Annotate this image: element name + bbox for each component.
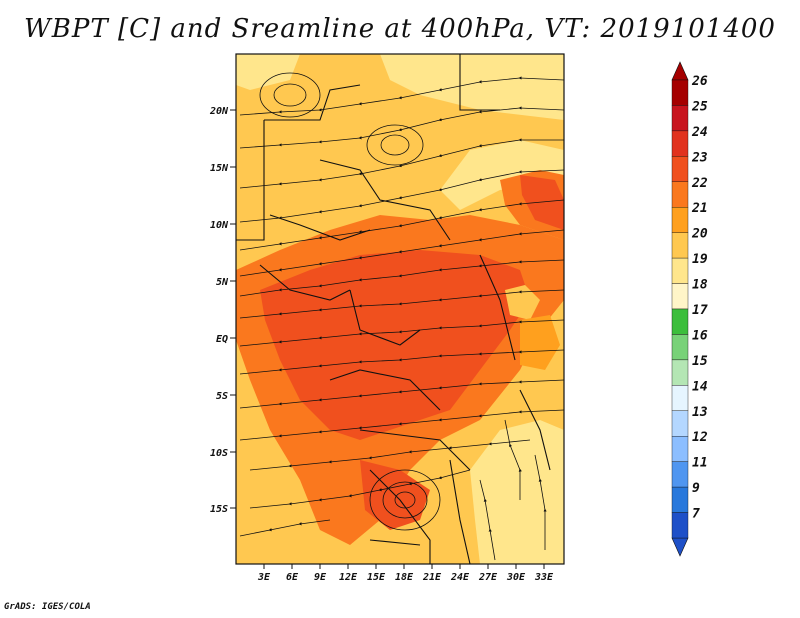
colorbar-level-label: 13 (692, 405, 708, 420)
colorbar-swatch (671, 207, 689, 233)
colorbar-swatch (671, 105, 689, 132)
colorbar-swatch (671, 334, 689, 361)
colorbar-swatch (671, 283, 689, 310)
colorbar-level-label: 20 (691, 227, 708, 242)
colorbar-swatch (671, 385, 689, 411)
colorbar-level-label: 24 (691, 125, 708, 140)
colorbar-swatch (671, 436, 689, 462)
colorbar-level-label: 21 (691, 201, 708, 216)
colorbar-level-label: 12 (692, 430, 708, 445)
lat-label-15s: 15S (210, 504, 228, 515)
lon-label-9e: 9E (314, 572, 327, 583)
lon-label-15e: 15E (367, 572, 386, 583)
colorbar-swatch (671, 308, 689, 335)
colorbar-swatch (671, 486, 689, 513)
colorbar-swatch (671, 130, 689, 157)
lat-label-10s: 10S (210, 448, 228, 459)
colorbar-level-label: 16 (692, 328, 708, 343)
colorbar-level-label: 14 (692, 379, 708, 394)
colorbar-level-label: 19 (692, 252, 708, 267)
map-frame (235, 53, 565, 565)
colorbar-level-label: 15 (692, 354, 708, 369)
lon-label-24e: 24E (450, 572, 470, 583)
colorbar-swatch (671, 156, 689, 182)
colorbar-level-label: 18 (692, 278, 708, 293)
map-field (236, 54, 564, 564)
colorbar-level-label: 25 (691, 99, 708, 114)
colorbar (671, 61, 689, 557)
colorbar-swatch (671, 232, 689, 259)
colorbar-level-label: 22 (691, 176, 708, 191)
lon-label-30e: 30E (506, 572, 526, 583)
colorbar-swatch (671, 181, 689, 208)
lat-label-5s: 5S (216, 391, 228, 402)
colorbar-level-label: 7 (692, 507, 700, 522)
colorbar-swatch (671, 79, 689, 106)
colorbar-swatch (671, 257, 689, 284)
lon-label-18e: 18E (395, 572, 414, 583)
colorbar-level-label: 17 (692, 303, 708, 318)
lon-label-12e: 12E (339, 572, 358, 583)
lat-label-eq: EQ (216, 334, 228, 345)
colorbar-level-label: 11 (692, 456, 708, 471)
colorbar-swatch (671, 512, 689, 539)
colorbar-bottom-triangle (671, 537, 689, 557)
colorbar-top-triangle (671, 61, 689, 81)
colorbar-swatch (671, 359, 689, 386)
chart-title: WBPT [C] and Sreamline at 400hPa, VT: 20… (24, 14, 776, 44)
lat-label-15n: 15N (210, 163, 229, 174)
grads-credit: GrADS: IGES/COLA (4, 602, 91, 612)
lat-label-5n: 5N (216, 277, 229, 288)
lon-label-3e: 3E (257, 572, 271, 583)
lon-label-6e: 6E (286, 572, 299, 583)
lat-label-20n: 20N (209, 106, 229, 117)
lon-label-21e: 21E (422, 572, 442, 583)
colorbar-level-label: 9 (692, 481, 700, 496)
colorbar-swatch (671, 410, 689, 437)
lat-label-10n: 10N (210, 220, 229, 231)
colorbar-level-label: 26 (691, 74, 708, 89)
colorbar-swatch (671, 461, 689, 488)
lon-label-33e: 33E (534, 572, 554, 583)
lon-label-27e: 27E (478, 572, 498, 583)
colorbar-level-label: 23 (691, 150, 708, 165)
